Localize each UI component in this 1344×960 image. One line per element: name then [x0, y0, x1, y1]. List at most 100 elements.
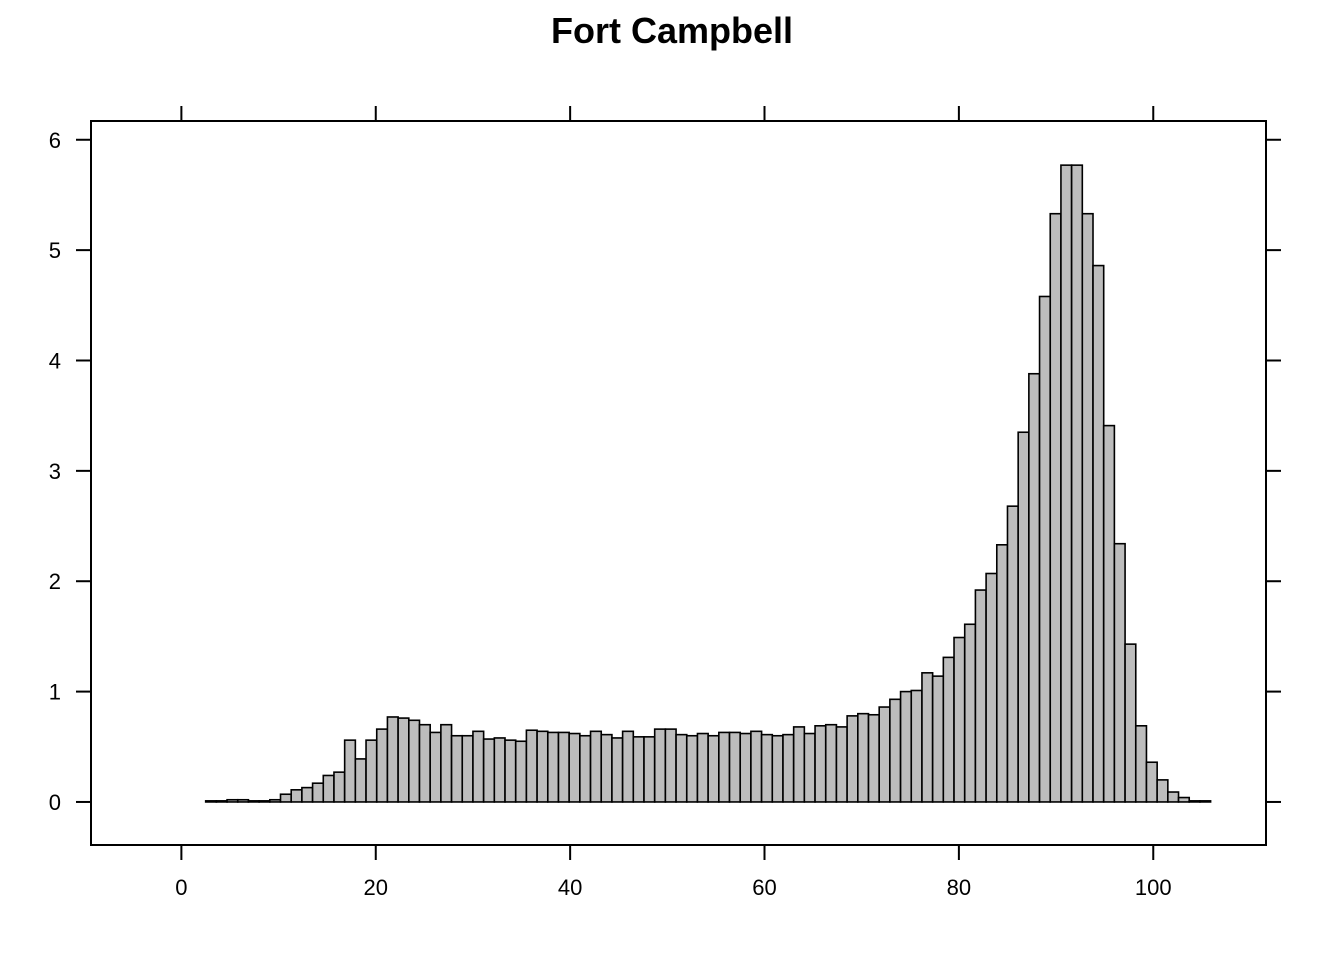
histogram-bar — [899, 690, 913, 803]
y-tick-label: 1 — [49, 680, 61, 705]
y-tick-label: 4 — [49, 348, 61, 373]
histogram-bar — [589, 730, 603, 803]
y-tick-label: 3 — [49, 459, 61, 484]
histogram-bar — [963, 623, 977, 803]
histogram-bar — [236, 798, 250, 803]
histogram-bar — [632, 736, 645, 803]
histogram-bar — [322, 774, 335, 803]
y-tick-label: 5 — [49, 238, 61, 263]
histogram-bar — [258, 800, 271, 803]
histogram-bar — [1156, 779, 1169, 803]
histogram-bar — [1102, 424, 1116, 803]
histogram-bar — [910, 689, 923, 803]
histogram-bar — [953, 636, 966, 803]
histogram-bar — [557, 731, 570, 803]
histogram-bar — [408, 719, 421, 803]
histogram-bar — [269, 798, 282, 803]
x-tick-label: 40 — [558, 875, 582, 900]
histogram-bar — [333, 771, 346, 803]
histogram-bar — [750, 730, 763, 803]
histogram-bar — [974, 589, 987, 803]
histogram-bar — [846, 715, 859, 803]
histogram-bar — [739, 732, 752, 803]
histogram-bar — [1177, 796, 1191, 803]
histogram-bar — [1113, 542, 1126, 803]
histogram-bar — [440, 723, 453, 803]
histogram-bar — [600, 733, 613, 803]
histogram-bar — [450, 734, 464, 803]
histogram-bar — [1070, 164, 1084, 803]
histogram-bar — [525, 729, 538, 803]
histogram-bar — [942, 656, 955, 803]
histogram-bar — [1134, 725, 1148, 803]
histogram-bar — [1028, 372, 1041, 803]
histogram-bar — [857, 712, 870, 803]
x-tick-label: 0 — [175, 875, 187, 900]
histogram-bar — [365, 739, 378, 803]
histogram-bar — [504, 739, 517, 803]
histogram-bar — [290, 789, 303, 803]
histogram-bar — [803, 732, 816, 803]
histogram-bar — [814, 725, 827, 803]
histogram-bar — [824, 723, 838, 803]
plot-frame — [90, 120, 1267, 846]
histogram-bar — [621, 730, 635, 803]
histogram-bar — [247, 800, 260, 803]
histogram-bar — [375, 728, 389, 803]
histogram-bar — [215, 800, 228, 803]
histogram-bar — [728, 731, 742, 803]
histogram-bar — [1199, 800, 1212, 803]
histogram-bar — [301, 786, 314, 803]
histogram-bar — [204, 800, 218, 803]
histogram-bar — [493, 737, 506, 803]
histogram-bar — [472, 730, 485, 803]
histogram-bar — [1017, 431, 1030, 803]
histogram-bar — [1049, 212, 1062, 803]
histogram-bar — [461, 734, 474, 803]
histogram-bar — [386, 716, 399, 803]
histogram-bar — [343, 739, 357, 803]
histogram-bar — [653, 728, 667, 803]
histogram-bar — [611, 737, 624, 803]
histogram-bar — [782, 733, 795, 803]
histogram-bar — [921, 672, 934, 803]
histogram-bar — [1124, 643, 1137, 803]
histogram-bar — [1145, 761, 1158, 803]
histogram-bar — [995, 544, 1009, 803]
histogram-bar — [311, 782, 325, 803]
histogram-bar — [418, 723, 431, 803]
x-tick-label: 100 — [1135, 875, 1172, 900]
histogram-bar — [792, 726, 806, 803]
histogram-bar — [568, 732, 581, 803]
histogram-bar — [579, 734, 592, 803]
x-tick-label: 20 — [364, 875, 388, 900]
histogram-bar — [279, 793, 293, 803]
chart-title: Fort Campbell — [550, 10, 793, 51]
y-tick-label: 2 — [49, 569, 61, 594]
x-tick-label: 60 — [752, 875, 776, 900]
histogram-bar — [1006, 505, 1019, 803]
histogram-bar — [546, 731, 560, 803]
histogram-bar — [1038, 295, 1052, 803]
histogram-bar — [696, 732, 709, 803]
histogram-bar — [1081, 212, 1094, 803]
histogram-bar — [1167, 791, 1180, 803]
histogram-bar — [1060, 164, 1073, 803]
histogram-bar — [707, 734, 720, 803]
histogram-bar — [226, 798, 239, 803]
y-tick-label: 0 — [49, 790, 61, 815]
histogram-bar — [685, 734, 699, 803]
histogram-bar — [878, 706, 891, 803]
histogram-bar — [985, 572, 998, 803]
histogram-bar — [1092, 264, 1105, 803]
histogram-bar — [514, 740, 528, 803]
histogram-bar — [835, 726, 848, 803]
histogram-bar — [760, 733, 774, 803]
histogram-bar — [482, 738, 496, 803]
histogram-bar — [931, 675, 945, 803]
histogram-bar — [771, 734, 784, 803]
histogram-bar — [867, 713, 880, 803]
histogram-bar — [429, 731, 442, 803]
